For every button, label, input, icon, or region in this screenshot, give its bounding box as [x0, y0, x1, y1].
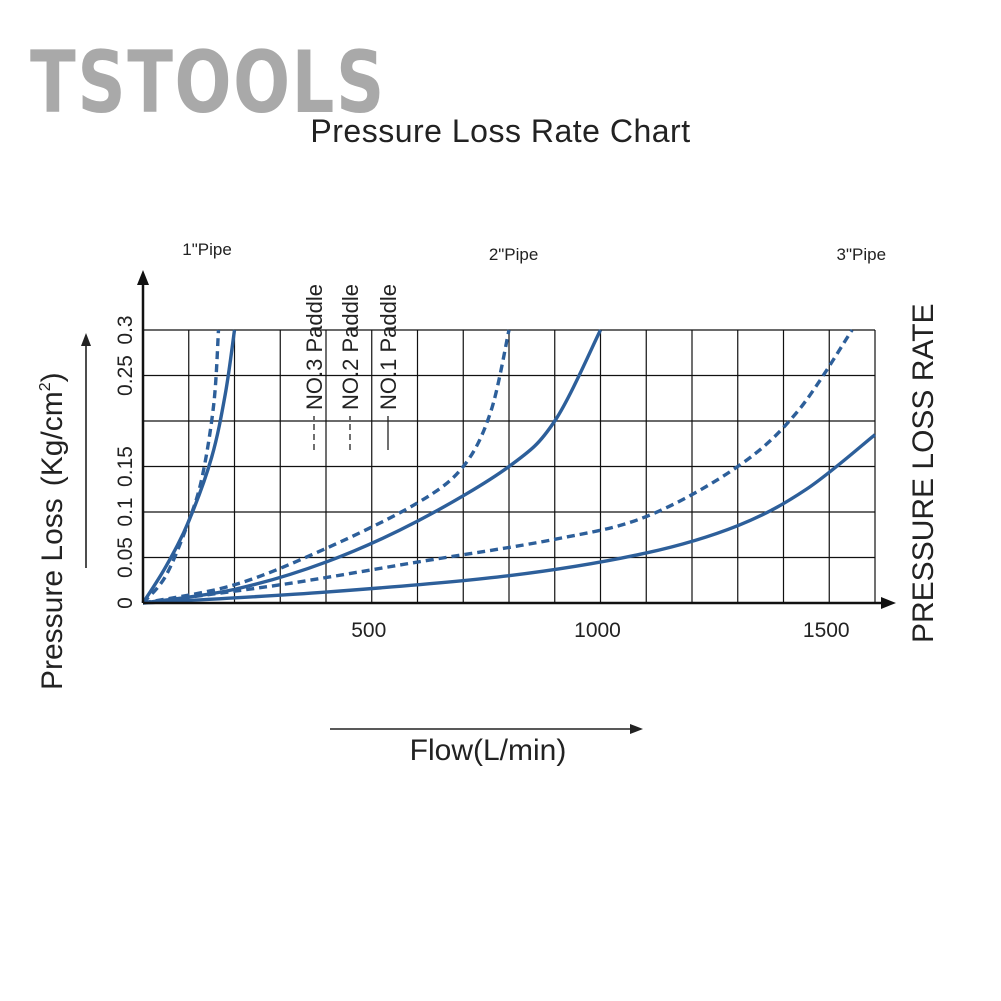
- pipe-label: 1"Pipe: [182, 240, 232, 259]
- pipe-labels: 1"Pipe 2"Pipe 3"Pipe: [182, 240, 886, 264]
- y-label-arrow-head: [81, 333, 91, 346]
- y-tick-label: 0.1: [114, 497, 137, 526]
- pipe-label: 3"Pipe: [837, 245, 887, 264]
- right-axis-label: PRESSURE LOSS RATE: [907, 303, 940, 643]
- series-line-4: [142, 329, 511, 605]
- x-tick-label: 500: [351, 619, 386, 642]
- legend-item: NO.1 Paddle: [376, 284, 401, 450]
- y-tick-label: 0.05: [114, 537, 137, 578]
- series-line-5: [142, 433, 877, 605]
- x-label-arrow-head: [630, 724, 643, 734]
- chart-title: Pressure Loss Rate Chart: [310, 113, 691, 149]
- legend-label: NO.2 Paddle: [338, 284, 363, 410]
- y-axis-label-text: Pressure Loss: [36, 498, 69, 690]
- y-tick-label: 0: [114, 597, 137, 609]
- series-line-3: [142, 329, 603, 605]
- legend: NO.3 Paddle NO.2 Paddle NO.1 Paddle: [302, 284, 401, 450]
- y-axis-unit-sup: 2: [37, 382, 54, 391]
- series-line-2: [141, 329, 221, 605]
- axes: [137, 270, 896, 609]
- series-group: [141, 329, 877, 605]
- x-tick-label: 1000: [574, 619, 621, 642]
- legend-item: NO.3 Paddle: [302, 284, 327, 450]
- x-axis-arrow: [881, 597, 896, 609]
- pipe-label: 2"Pipe: [489, 245, 539, 264]
- x-tick-label: 1500: [803, 619, 850, 642]
- y-tick-label: 0.3: [114, 315, 137, 344]
- y-axis-label: Pressure Loss (Kg/cm2): [36, 372, 69, 690]
- y-tick-label: 0.15: [114, 446, 137, 487]
- legend-item: NO.2 Paddle: [338, 284, 363, 450]
- tick-labels: 500 1000 1500 0 0.05 0.1 0.15 0.25 0.3: [114, 315, 850, 642]
- legend-label: NO.1 Paddle: [376, 284, 401, 410]
- series-line-1: [141, 329, 237, 604]
- legend-label: NO.3 Paddle: [302, 284, 327, 410]
- y-axis-arrow: [137, 270, 149, 285]
- series-line-6: [142, 329, 854, 605]
- y-tick-label: 0.25: [114, 355, 137, 396]
- watermark-logo: TSTOOLS: [30, 33, 386, 133]
- y-axis-unit-base: (Kg/cm: [36, 391, 69, 486]
- y-axis-unit-end: ): [36, 372, 69, 382]
- x-axis-label: Flow(L/min): [410, 734, 567, 767]
